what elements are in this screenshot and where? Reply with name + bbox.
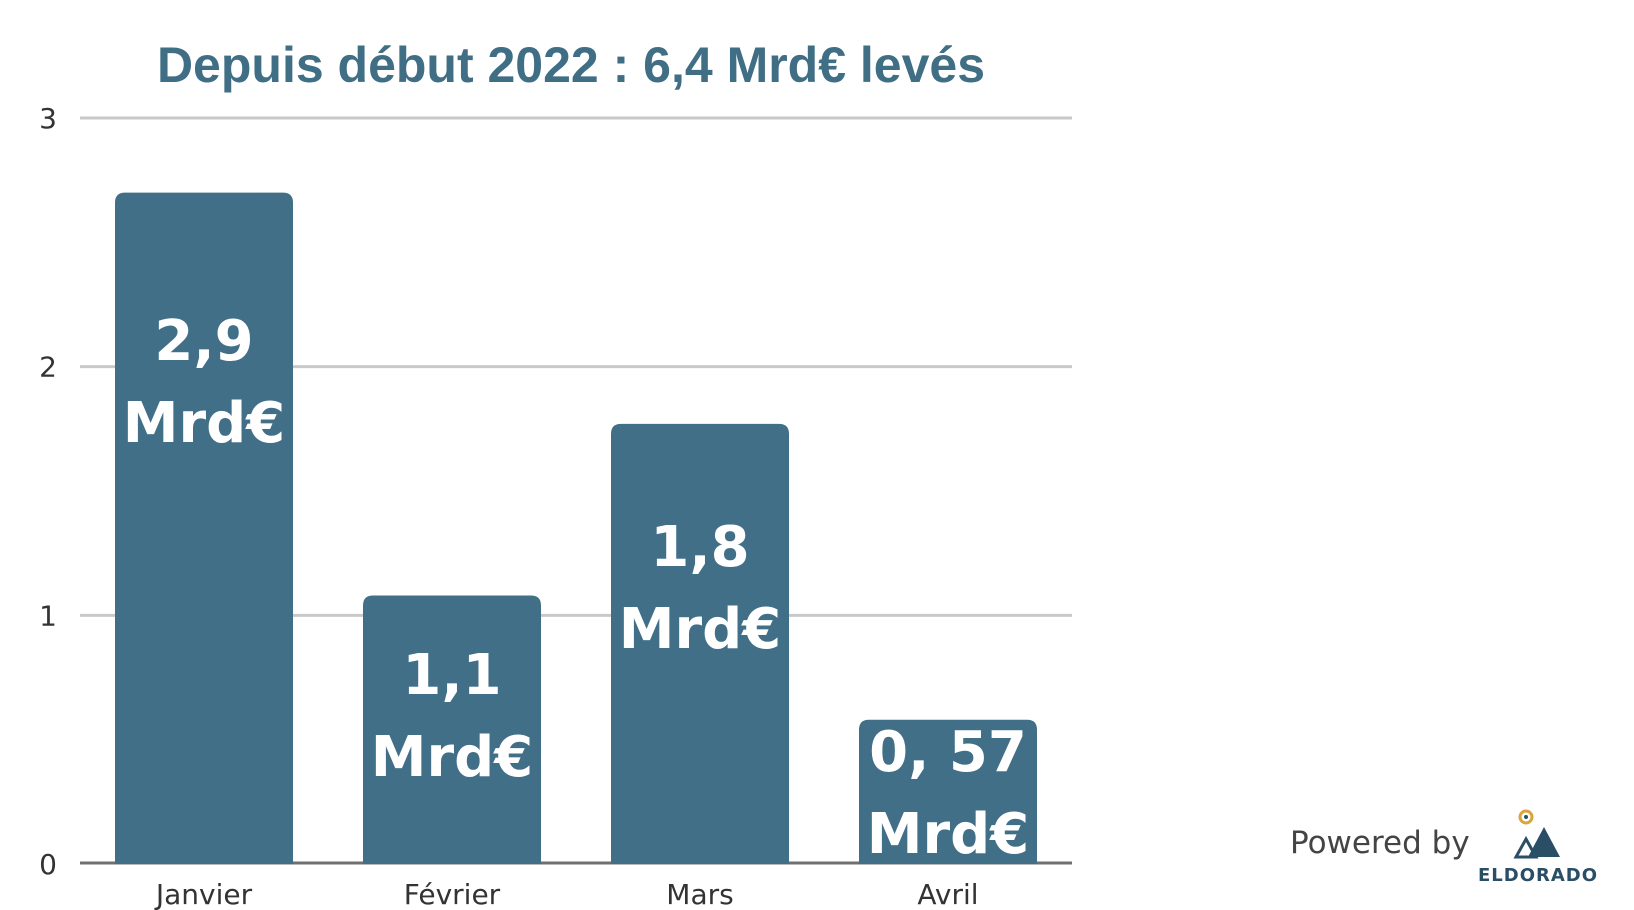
bar-data-label: Mrd€: [371, 725, 533, 790]
x-tick-label: Janvier: [154, 878, 253, 910]
chart-title: Depuis début 2022 : 6,4 Mrd€ levés: [157, 37, 985, 93]
bar-février: [363, 595, 541, 864]
bar-avril: [859, 719, 1037, 864]
powered-by-text: Powered by: [1290, 825, 1470, 861]
labels-layer: Janvier 2,9 Mrd€ Février 1,1 Mrd€ Mars 1,8 Mrd€ A…: [123, 309, 1029, 910]
y-tick-label: 2: [39, 351, 57, 384]
bar-data-label: 1,8: [650, 515, 749, 580]
bar-janvier: [115, 192, 293, 865]
mountain-sun-icon: [1513, 809, 1560, 859]
y-tick-label: 3: [39, 102, 57, 135]
bar-data-label: 2,9: [154, 309, 253, 374]
x-tick-label: Février: [404, 878, 501, 910]
y-tick-label: 1: [39, 599, 57, 632]
x-tick-label: Avril: [917, 878, 978, 910]
bar-data-label: Mrd€: [619, 597, 781, 662]
bar-data-label: 0, 57: [869, 720, 1027, 785]
bar-data-label: Mrd€: [123, 391, 285, 456]
bar-data-label: 1,1: [402, 643, 501, 708]
bars-layer: [115, 192, 1037, 865]
y-tick-label: 0: [39, 848, 57, 881]
bar-data-label: Mrd€: [867, 802, 1029, 867]
x-tick-label: Mars: [666, 878, 733, 910]
brand-name: ELDORADO: [1478, 865, 1599, 886]
bar-mars: [611, 423, 789, 864]
eldorado-logo[interactable]: ELDORADO: [1478, 805, 1599, 886]
